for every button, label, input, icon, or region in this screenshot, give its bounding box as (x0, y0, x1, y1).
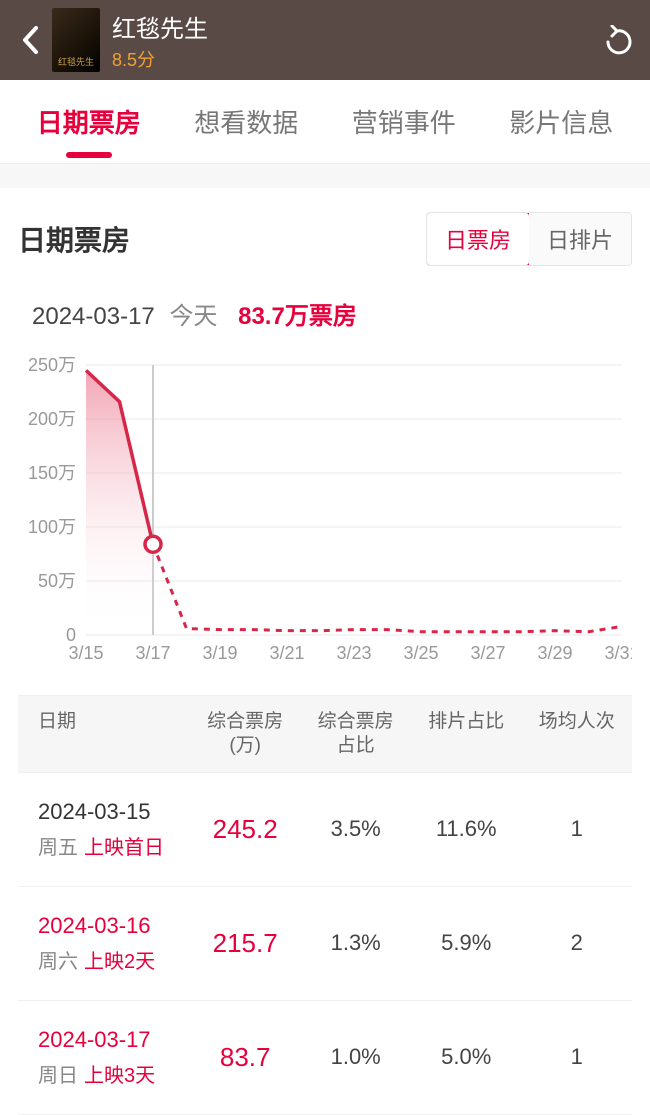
svg-text:3/21: 3/21 (269, 643, 304, 663)
share-cell: 1.3% (300, 930, 411, 956)
box-cell: 83.7 (190, 1042, 301, 1073)
tab-日期票房[interactable]: 日期票房 (10, 103, 168, 140)
toggle-日票房[interactable]: 日票房 (426, 212, 530, 266)
boxoffice-chart[interactable]: 250万 200万 150万 100万 50万 03/15 3/17 3/19 3/21 3/23… (18, 355, 632, 695)
svg-text:150万: 150万 (28, 463, 76, 483)
table-header-row: 日期综合票房(万)综合票房占比排片占比场均人次 (18, 695, 632, 773)
svg-text:3/27: 3/27 (470, 643, 505, 663)
table-row[interactable]: 2024-03-17周日上映3天83.71.0%5.0%1 (18, 1001, 632, 1115)
today-label: 今天 (169, 303, 217, 330)
tab-营销事件[interactable]: 营销事件 (325, 103, 483, 140)
table-header-cell: 综合票房占比 (300, 710, 411, 758)
movie-poster[interactable]: 红毯先生 (52, 8, 100, 72)
svg-text:3/25: 3/25 (403, 643, 438, 663)
table-header-cell: 综合票房(万) (190, 710, 301, 758)
boxoffice-table: 日期综合票房(万)综合票房占比排片占比场均人次 2024-03-15周五上映首日… (18, 695, 632, 1115)
box-cell: 215.7 (190, 928, 301, 959)
table-header-cell: 排片占比 (411, 710, 522, 758)
movie-title: 红毯先生 (112, 9, 208, 44)
header-title-block: 红毯先生 8.5分 (112, 9, 208, 72)
svg-text:250万: 250万 (28, 355, 76, 375)
screen-cell: 5.0% (411, 1044, 522, 1070)
selected-date-line: 2024-03-17 今天 83.7万票房 (18, 296, 632, 331)
selected-date: 2024-03-17 (32, 303, 155, 330)
toggle-日排片[interactable]: 日排片 (529, 213, 631, 265)
screen-cell: 11.6% (411, 816, 522, 842)
avg-cell: 1 (521, 816, 632, 842)
table-row[interactable]: 2024-03-15周五上映首日245.23.5%11.6%1 (18, 773, 632, 887)
box-cell: 245.2 (190, 814, 301, 845)
card-title: 日期票房 (18, 219, 130, 259)
tab-想看数据[interactable]: 想看数据 (168, 103, 326, 140)
svg-text:3/17: 3/17 (135, 643, 170, 663)
svg-text:3/15: 3/15 (68, 643, 103, 663)
date-cell: 2024-03-16周六上映2天 (18, 913, 190, 974)
svg-text:50万: 50万 (38, 571, 76, 591)
screen-cell: 5.9% (411, 930, 522, 956)
back-button[interactable] (14, 23, 48, 57)
svg-text:3/29: 3/29 (537, 643, 572, 663)
table-row[interactable]: 2024-03-16周六上映2天215.71.3%5.9%2 (18, 887, 632, 1001)
movie-rating: 8.5分 (112, 46, 208, 72)
table-header-cell: 场均人次 (521, 710, 632, 758)
share-cell: 3.5% (300, 816, 411, 842)
main-tabs: 日期票房想看数据营销事件影片信息 (0, 80, 650, 164)
share-button[interactable] (600, 22, 636, 58)
svg-text:100万: 100万 (28, 517, 76, 537)
app-header: 红毯先生 红毯先生 8.5分 (0, 0, 650, 80)
avg-cell: 1 (521, 1044, 632, 1070)
svg-text:0: 0 (66, 625, 76, 645)
tab-影片信息[interactable]: 影片信息 (483, 103, 641, 140)
table-header-cell: 日期 (18, 710, 190, 758)
date-cell: 2024-03-17周日上映3天 (18, 1027, 190, 1088)
svg-text:3/23: 3/23 (336, 643, 371, 663)
avg-cell: 2 (521, 930, 632, 956)
svg-text:3/31: 3/31 (604, 643, 632, 663)
svg-text:200万: 200万 (28, 409, 76, 429)
share-cell: 1.0% (300, 1044, 411, 1070)
boxoffice-card: 日期票房 日票房日排片 2024-03-17 今天 83.7万票房 250万20… (0, 188, 650, 1115)
selected-value: 83.7万票房 (238, 303, 357, 330)
svg-text:3/19: 3/19 (202, 643, 237, 663)
poster-caption: 红毯先生 (58, 55, 94, 68)
view-toggle: 日票房日排片 (426, 212, 632, 266)
date-cell: 2024-03-15周五上映首日 (18, 799, 190, 860)
